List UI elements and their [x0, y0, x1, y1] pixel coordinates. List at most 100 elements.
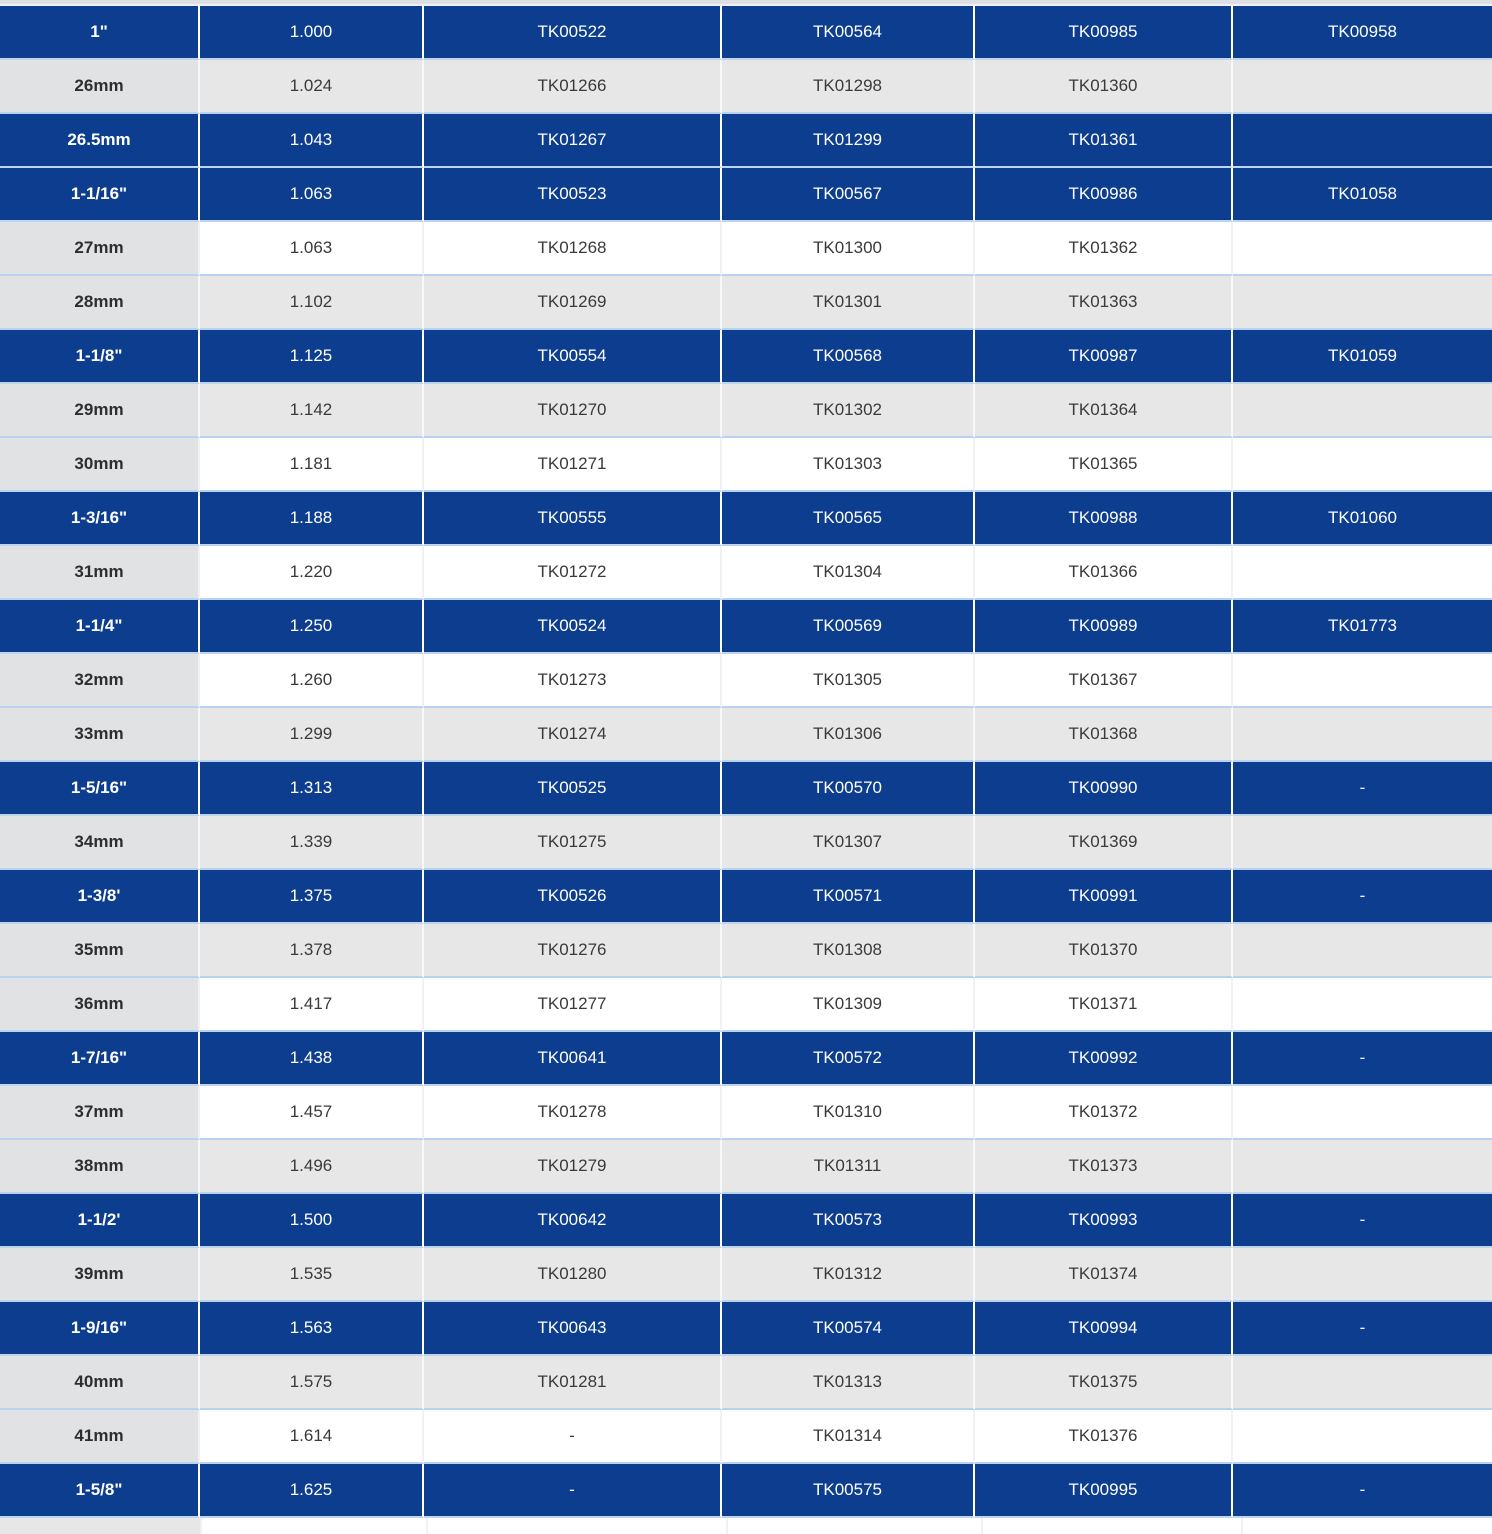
table-row: 1-1/16" 1.063 TK00523 TK00567 TK00986 TK01058: [0, 168, 1492, 222]
decimal-equivalent-cell: 1.250: [200, 600, 424, 654]
part-number-cell: TK01307: [722, 816, 975, 870]
part-number-cell: [1233, 924, 1492, 978]
part-number-cell: TK00555: [424, 492, 722, 546]
decimal-equivalent-cell: 1.299: [200, 708, 424, 762]
size-cell: 1-9/16": [0, 1302, 200, 1356]
decimal-equivalent-cell: 1.102: [200, 276, 424, 330]
part-number-cell: TK01299: [722, 114, 975, 168]
part-number-cell: TK00554: [424, 330, 722, 384]
part-number-cell: TK00574: [722, 1302, 975, 1356]
part-number-cell: TK00995: [975, 1464, 1233, 1518]
size-cell: 38mm: [0, 1140, 200, 1194]
part-number-cell: -: [424, 1410, 722, 1464]
decimal-equivalent-cell: 1.339: [200, 816, 424, 870]
table-row: 31mm 1.220 TK01272 TK01304 TK01366: [0, 546, 1492, 600]
size-cell: 37mm: [0, 1086, 200, 1140]
table-row: 1-7/16" 1.438 TK00641 TK00572 TK00992-: [0, 1032, 1492, 1086]
size-cell: 35mm: [0, 924, 200, 978]
table-row: 27mm 1.063 TK01268 TK01300 TK01362: [0, 222, 1492, 276]
part-number-cell: TK01372: [975, 1086, 1233, 1140]
decimal-equivalent-cell: 1.125: [200, 330, 424, 384]
decimal-equivalent-cell: 1.500: [200, 1194, 424, 1248]
part-number-cell: TK00569: [722, 600, 975, 654]
part-number-cell: TK01280: [424, 1248, 722, 1302]
size-cell: 41mm: [0, 1410, 200, 1464]
part-number-cell: TK00985: [975, 6, 1233, 60]
size-cell: 39mm: [0, 1248, 200, 1302]
part-number-cell: -: [1233, 1194, 1492, 1248]
part-number-cell: TK01272: [424, 546, 722, 600]
decimal-equivalent-cell: 1.575: [200, 1356, 424, 1410]
part-number-cell: TK01368: [975, 708, 1233, 762]
part-number-cell: TK01371: [975, 978, 1233, 1032]
part-number-cell: TK00642: [424, 1194, 722, 1248]
decimal-equivalent-cell: 1.313: [200, 762, 424, 816]
table-row: 37mm 1.457 TK01278 TK01310 TK01372: [0, 1086, 1492, 1140]
table-row: 29mm 1.142 TK01270 TK01302 TK01364: [0, 384, 1492, 438]
part-number-cell: TK01310: [722, 1086, 975, 1140]
part-number-cell: [1233, 114, 1492, 168]
part-number-cell: TK01278: [424, 1086, 722, 1140]
part-number-cell: TK01367: [975, 654, 1233, 708]
size-cell: 27mm: [0, 222, 200, 276]
size-cell: 1-3/8': [0, 870, 200, 924]
part-number-cell: TK01312: [722, 1248, 975, 1302]
size-cell: 40mm: [0, 1356, 200, 1410]
part-number-cell: -: [1233, 1032, 1492, 1086]
part-number-cell: -: [1233, 1464, 1492, 1518]
table-row: 35mm 1.378 TK01276 TK01308 TK01370: [0, 924, 1492, 978]
part-number-cell: TK00992: [975, 1032, 1233, 1086]
part-number-cell: [1233, 978, 1492, 1032]
table-row: 34mm 1.339 TK01275 TK01307 TK01369: [0, 816, 1492, 870]
table-row: 39mm 1.535 TK01280 TK01312 TK01374: [0, 1248, 1492, 1302]
part-number-cell: [1233, 708, 1492, 762]
part-number-cell: TK01360: [975, 60, 1233, 114]
table-row: 32mm 1.260 TK01273 TK01305 TK01367: [0, 654, 1492, 708]
part-number-cell: TK00573: [722, 1194, 975, 1248]
decimal-equivalent-cell: 1.188: [200, 492, 424, 546]
decimal-equivalent-cell: 1.625: [200, 1464, 424, 1518]
part-number-cell: [1233, 384, 1492, 438]
part-number-cell: TK01361: [975, 114, 1233, 168]
table-row: 1-3/16" 1.188 TK00555 TK00565 TK00988 TK01060: [0, 492, 1492, 546]
decimal-equivalent-cell: 1.000: [200, 6, 424, 60]
part-number-cell: TK01306: [722, 708, 975, 762]
part-number-cell: TK01275: [424, 816, 722, 870]
decimal-equivalent-cell: 1.024: [200, 60, 424, 114]
cropped-cell: [983, 1518, 1243, 1534]
part-number-cell: TK01059: [1233, 330, 1492, 384]
part-number-cell: TK00525: [424, 762, 722, 816]
part-number-cell: TK00524: [424, 600, 722, 654]
part-number-cell: -: [424, 1464, 722, 1518]
table-row: 30mm 1.181 TK01271 TK01303 TK01365: [0, 438, 1492, 492]
part-number-cell: TK00523: [424, 168, 722, 222]
part-number-cell: -: [1233, 870, 1492, 924]
size-cell: 1-3/16": [0, 492, 200, 546]
size-cell: 26mm: [0, 60, 200, 114]
size-cell: 1-5/16": [0, 762, 200, 816]
part-number-cell: TK01308: [722, 924, 975, 978]
decimal-equivalent-cell: 1.375: [200, 870, 424, 924]
size-chart-table: 1" 1.000 TK00522 TK00564 TK00985 TK00958 26mm 1…: [0, 6, 1492, 1518]
part-number-cell: TK01311: [722, 1140, 975, 1194]
decimal-equivalent-cell: 1.260: [200, 654, 424, 708]
part-number-cell: TK01309: [722, 978, 975, 1032]
part-number-cell: [1233, 1356, 1492, 1410]
decimal-equivalent-cell: 1.417: [200, 978, 424, 1032]
part-number-cell: TK01362: [975, 222, 1233, 276]
part-number-cell: TK00990: [975, 762, 1233, 816]
part-number-cell: [1233, 60, 1492, 114]
part-number-cell: TK01314: [722, 1410, 975, 1464]
size-cell: 31mm: [0, 546, 200, 600]
part-number-cell: [1233, 1248, 1492, 1302]
size-cell: 34mm: [0, 816, 200, 870]
decimal-equivalent-cell: 1.457: [200, 1086, 424, 1140]
part-number-cell: TK00572: [722, 1032, 975, 1086]
part-number-cell: TK01267: [424, 114, 722, 168]
decimal-equivalent-cell: 1.043: [200, 114, 424, 168]
part-number-cell: [1233, 276, 1492, 330]
size-cell: 33mm: [0, 708, 200, 762]
part-number-cell: TK01060: [1233, 492, 1492, 546]
part-number-cell: TK00988: [975, 492, 1233, 546]
part-number-cell: [1233, 1410, 1492, 1464]
